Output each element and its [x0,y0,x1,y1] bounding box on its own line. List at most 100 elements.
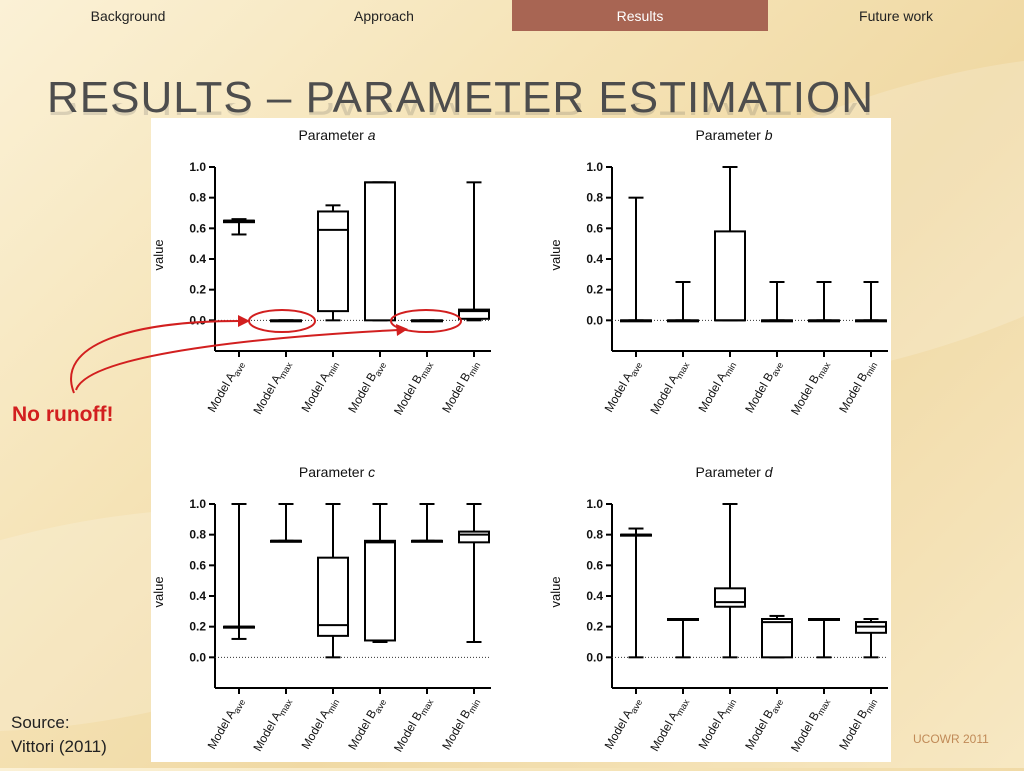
box-4 [411,503,443,543]
tab-background[interactable]: Background [90,7,166,24]
box-1 [270,503,302,543]
y-tick-label: 1.0 [189,497,206,511]
x-tick-label: Model Aave [602,695,645,753]
chart-panel: Parameter a value 0.0 0.2 0.4 0.6 0.8 1.0 Model … [151,118,891,762]
y-tick-label: 0.8 [189,191,206,205]
boxplot-d: Parameter d value 0.0 0.2 0.4 0.6 0.8 1.0 Model … [548,464,888,755]
box-2 [317,503,349,659]
x-tick-label: Model Bmin [439,695,482,754]
y-tick-label: 0.4 [189,589,206,603]
box-5 [855,618,887,659]
y-tick-label: 0.2 [189,620,206,634]
box-2 [714,503,746,659]
box-0 [223,503,255,640]
box-4 [411,319,443,323]
box-2 [317,204,349,322]
x-tick-label: Model Bmin [439,358,482,417]
x-tick-label: Model Bave [345,695,388,754]
y-tick-label: 0.6 [189,221,206,235]
x-tick-label: Model Aave [205,695,248,753]
box-5 [458,503,490,643]
x-tick-label: Model Amax [250,694,294,755]
box-1 [270,319,302,323]
x-tick-label: Model Amin [299,695,342,753]
y-tick-label: 0.2 [586,620,603,634]
x-tick-label: Model Bmax [391,357,436,418]
box-iqr [317,556,349,637]
y-tick-label: 0.0 [189,313,206,327]
box-3 [364,503,396,643]
x-tick-label: Model Bmax [788,357,833,418]
box-iqr [364,539,396,642]
x-tick-label: Model Amin [696,695,739,753]
y-tick-label: 1.0 [189,160,206,174]
box-5 [855,281,887,323]
y-tick-label: 0.0 [586,313,603,327]
y-tick-label: 0.2 [586,283,603,297]
box-5 [458,181,490,322]
box-iqr [714,587,746,608]
box-3 [364,181,396,322]
box-iqr [714,230,746,322]
box-iqr [317,210,349,313]
x-tick-label: Model Aave [205,358,248,416]
source-reference: Vittori (2011) [11,737,107,756]
x-tick-label: Model Amax [647,357,691,418]
box-0 [620,527,652,659]
y-tick-label: 0.0 [189,650,206,664]
y-tick-label: 0.8 [586,528,603,542]
y-tick-label: 0.4 [586,589,603,603]
x-tick-label: Model Bave [742,358,785,417]
boxplot-b: Parameter b value 0.0 0.2 0.4 0.6 0.8 1.0 Model … [548,127,888,418]
y-axis-label: value [548,239,563,270]
box-iqr [364,181,396,322]
x-tick-label: Model Bave [345,358,388,417]
y-axis-label: value [548,576,563,607]
y-axis-label: value [151,576,166,607]
box-1 [667,281,699,323]
box-3 [761,281,793,323]
tab-results[interactable]: Results [512,0,768,31]
x-tick-label: Model Amin [299,358,342,416]
y-tick-label: 0.6 [586,558,603,572]
box-0 [223,218,255,236]
y-tick-label: 1.0 [586,160,603,174]
tab-future-work[interactable]: Future work [859,7,933,24]
y-tick-label: 0.8 [189,528,206,542]
boxplot-grid: Parameter a value 0.0 0.2 0.4 0.6 0.8 1.0 Model … [151,127,888,755]
box-3 [761,614,793,659]
y-axis-label: value [151,239,166,270]
y-tick-label: 0.6 [586,221,603,235]
x-tick-label: Model Amin [696,358,739,416]
tab-approach[interactable]: Approach [354,7,414,24]
box-iqr [458,530,490,544]
source-label: Source: [11,713,70,732]
x-tick-label: Model Bmax [788,694,833,755]
y-tick-label: 0.0 [586,650,603,664]
y-tick-label: 0.8 [586,191,603,205]
box-2 [714,166,746,322]
y-tick-label: 0.4 [586,252,603,266]
x-tick-label: Model Amax [250,357,294,418]
box-4 [808,281,840,323]
no-runoff-annotation: No runoff! [12,403,114,426]
boxplot-c: Parameter c value 0.0 0.2 0.4 0.6 0.8 1.0 Model … [151,464,491,755]
box-0 [620,196,652,323]
x-tick-label: Model Bmin [836,695,879,754]
y-tick-label: 0.6 [189,558,206,572]
section-nav: Background Approach Results Future work [0,0,1024,31]
y-tick-label: 0.2 [189,283,206,297]
footer-text: UCOWR 2011 [913,732,989,746]
source-citation: Source: Vittori (2011) [11,711,107,759]
chart-title: Parameter c [299,464,375,480]
chart-title: Parameter b [695,127,772,143]
boxplot-a: Parameter a value 0.0 0.2 0.4 0.6 0.8 1.0 Model … [151,127,491,418]
x-tick-label: Model Aave [602,358,645,416]
chart-title: Parameter d [695,464,773,480]
slide-title: Results – Parameter estimation [47,73,875,122]
box-4 [808,618,840,659]
box-iqr [761,618,793,659]
chart-title: Parameter a [298,127,375,143]
x-tick-label: Model Bmax [391,694,436,755]
x-tick-label: Model Amax [647,694,691,755]
